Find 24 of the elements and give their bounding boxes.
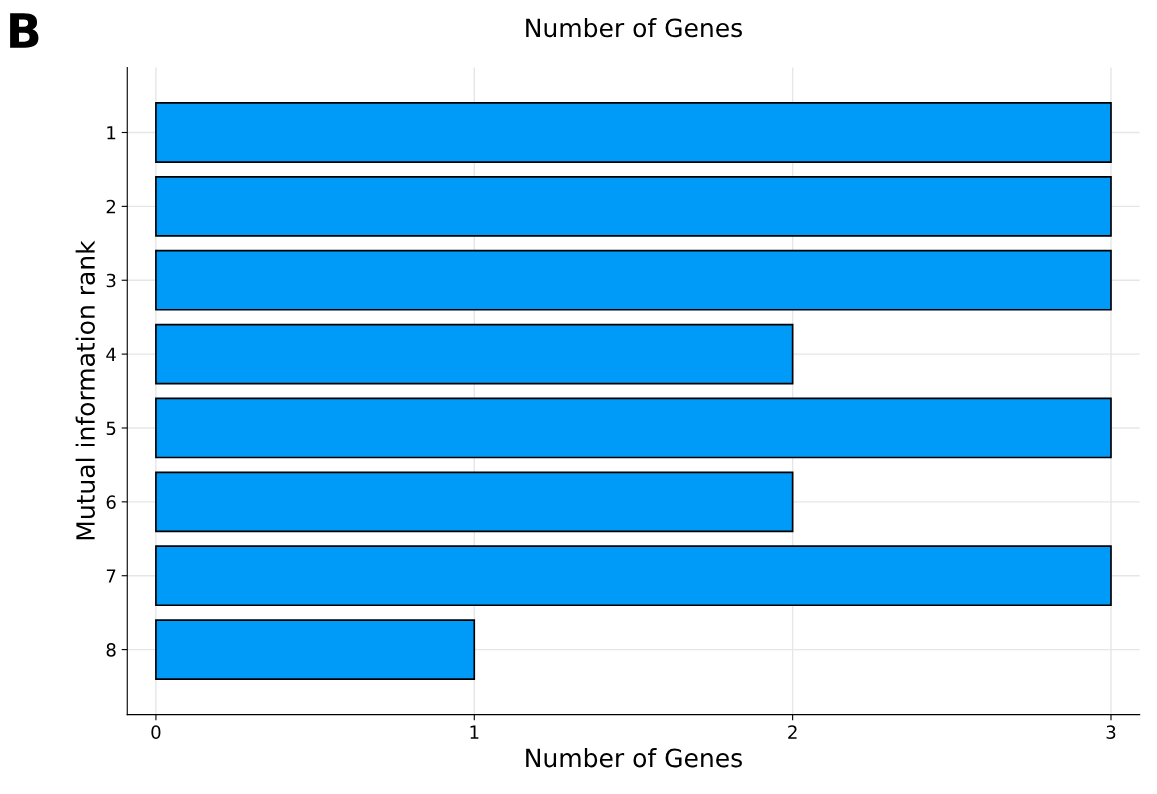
y-tick-label: 6 [106,495,116,509]
y-axis-title: Mutual information rank [75,240,95,540]
bar [155,249,1112,311]
x-tick-label: 0 [151,725,161,739]
x-tick-label: 3 [1106,725,1116,739]
y-tick-label: 1 [107,126,116,140]
x-tick-label: 1 [470,725,479,739]
chart-title: Number of Genes [526,17,742,38]
bar [155,397,1112,459]
text: B [10,13,39,48]
bar [155,545,1112,607]
y-tick-label: 7 [106,569,116,583]
bar [155,323,794,385]
x-axis-title: Number of Genes [526,748,742,768]
bar [155,471,794,533]
x-tick-label: 2 [788,725,797,739]
bar [155,102,1112,163]
bar [155,175,1112,237]
y-tick-label: 2 [106,199,116,214]
y-tick-label: 5 [106,421,116,436]
y-tick-label: 3 [106,273,116,288]
bar [155,619,476,680]
y-tick-label: 8 [106,643,116,657]
y-tick-label: 4 [106,347,116,361]
